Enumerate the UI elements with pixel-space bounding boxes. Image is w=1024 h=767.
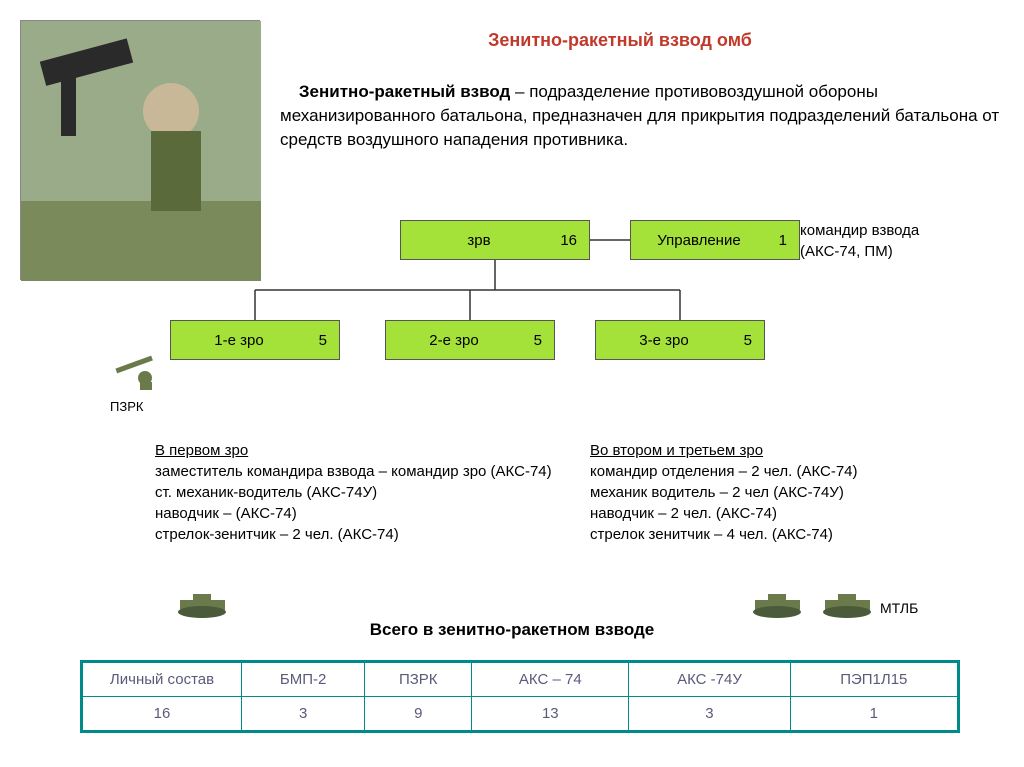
table-data-row: 16 3 9 13 3 1 [82, 697, 959, 732]
table-header-cell: ПЭП1Л15 [790, 662, 958, 697]
section2-line: стрелок зенитчик – 4 чел. (АКС-74) [590, 524, 990, 545]
table-cell: 9 [365, 697, 472, 732]
commander-note-line1: командир взвода [800, 220, 919, 241]
pzrk-label: ПЗРК [110, 399, 165, 414]
section1-line: наводчик – (АКС-74) [155, 503, 555, 524]
section1-line: стрелок-зенитчик – 2 чел. (АКС-74) [155, 524, 555, 545]
table-header-cell: ПЗРК [365, 662, 472, 697]
table-cell: 3 [242, 697, 365, 732]
intro-bold: Зенитно-ракетный взвод [299, 82, 510, 101]
section2-header: Во втором и третьем зро [590, 440, 990, 461]
org-box-3: 3-е зро 5 [595, 320, 765, 360]
section1-line: заместитель командира взвода – командир … [155, 461, 555, 482]
table-cell: 16 [82, 697, 242, 732]
org-b3-num: 5 [720, 332, 752, 349]
org-mgmt-label: Управление [643, 232, 755, 249]
org-box-1: 1-е зро 5 [170, 320, 340, 360]
table-header-cell: АКС -74У [629, 662, 790, 697]
org-root-num: 16 [545, 232, 577, 249]
commander-note-line2: (АКС-74, ПМ) [800, 241, 919, 262]
mtlb-label: МТЛБ [880, 600, 918, 616]
org-mgmt-num: 1 [755, 232, 787, 249]
section1-header: В первом зро [155, 440, 555, 461]
org-b1-num: 5 [295, 332, 327, 349]
table-cell: 1 [790, 697, 958, 732]
summary-table: Личный состав БМП-2 ПЗРК АКС – 74 АКС -7… [80, 660, 960, 733]
section-other-zro: Во втором и третьем зро командир отделен… [590, 440, 990, 545]
vehicle-icon-right2 [820, 590, 880, 620]
pzrk-icon-block: ПЗРК [110, 350, 165, 414]
org-b3-label: 3-е зро [608, 332, 720, 349]
org-b1-label: 1-е зро [183, 332, 295, 349]
intro-text: Зенитно-ракетный взвод – подразделение п… [280, 80, 1000, 151]
org-box-mgmt: Управление 1 [630, 220, 800, 260]
section2-line: наводчик – 2 чел. (АКС-74) [590, 503, 990, 524]
table-cell: 3 [629, 697, 790, 732]
table-header-cell: БМП-2 [242, 662, 365, 697]
section1-line: ст. механик-водитель (АКС-74У) [155, 482, 555, 503]
org-b2-num: 5 [510, 332, 542, 349]
section-first-zro: В первом зро заместитель командира взвод… [155, 440, 555, 545]
org-chart: зрв 16 Управление 1 1-е зро 5 2-е зро 5 … [120, 210, 820, 380]
table-header-row: Личный состав БМП-2 ПЗРК АКС – 74 АКС -7… [82, 662, 959, 697]
org-box-2: 2-е зро 5 [385, 320, 555, 360]
commander-note: командир взвода (АКС-74, ПМ) [800, 220, 919, 262]
summary-title: Всего в зенитно-ракетном взводе [0, 620, 1024, 640]
table-cell: 13 [472, 697, 629, 732]
table-header-cell: Личный состав [82, 662, 242, 697]
org-box-root: зрв 16 [400, 220, 590, 260]
section2-line: командир отделения – 2 чел. (АКС-74) [590, 461, 990, 482]
table-header-cell: АКС – 74 [472, 662, 629, 697]
vehicle-icon-right1 [750, 590, 810, 620]
vehicle-icon-left [175, 590, 235, 620]
org-b2-label: 2-е зро [398, 332, 510, 349]
page-title: Зенитно-ракетный взвод омб [280, 30, 960, 51]
manpads-icon [110, 350, 165, 390]
section2-line: механик водитель – 2 чел (АКС-74У) [590, 482, 990, 503]
org-root-label: зрв [413, 232, 545, 249]
